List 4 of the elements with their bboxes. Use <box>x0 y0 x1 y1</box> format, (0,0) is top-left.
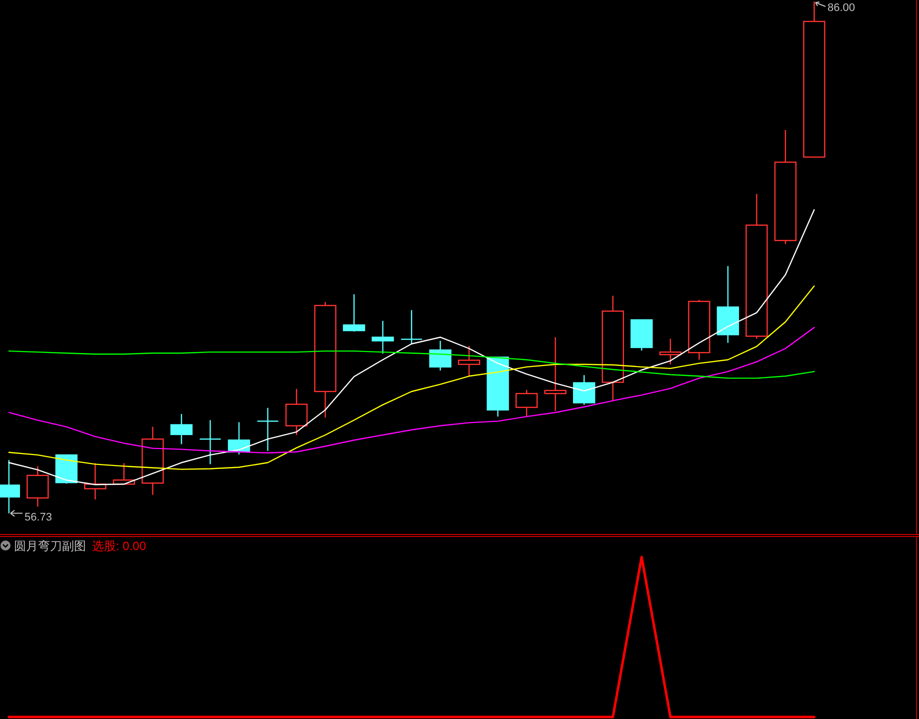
high-value-label: 86.00 <box>828 2 856 14</box>
chart-title: 圆月弯刀副图 <box>14 539 86 553</box>
low-value-label: 56.73 <box>24 511 52 524</box>
indicator-value-label: 选股: 0.00 <box>92 539 146 553</box>
